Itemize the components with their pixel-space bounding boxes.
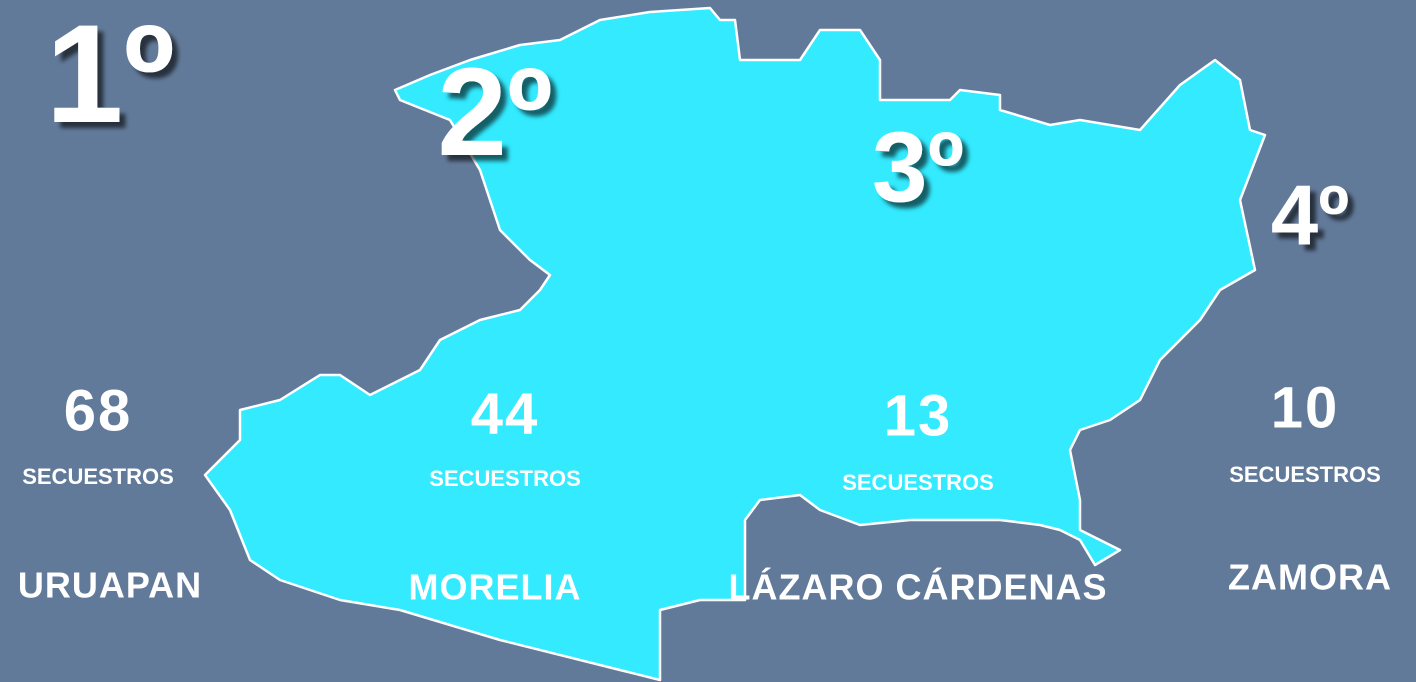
unit: SECUESTROS (22, 464, 174, 489)
rank: 4º (1271, 168, 1349, 263)
unit: SECUESTROS (1229, 462, 1381, 487)
labels: 1º 68 SECUESTROS URUAPAN 2º 44 SECUESTROS MOREL… (18, 0, 1392, 608)
unit: SECUESTROS (842, 470, 994, 495)
city: URUAPAN (18, 565, 202, 606)
count: 68 (64, 378, 133, 443)
rank: 3º (872, 111, 964, 223)
count: 10 (1271, 375, 1340, 440)
city: LÁZARO CÁRDENAS (729, 567, 1108, 608)
count: 13 (884, 383, 953, 448)
rank: 1º (46, 0, 175, 152)
count: 44 (471, 381, 540, 446)
state-map (203, 6, 1267, 682)
unit: SECUESTROS (429, 466, 581, 491)
city: MORELIA (409, 567, 582, 608)
rank: 2º (437, 43, 552, 182)
city: ZAMORA (1228, 557, 1392, 598)
